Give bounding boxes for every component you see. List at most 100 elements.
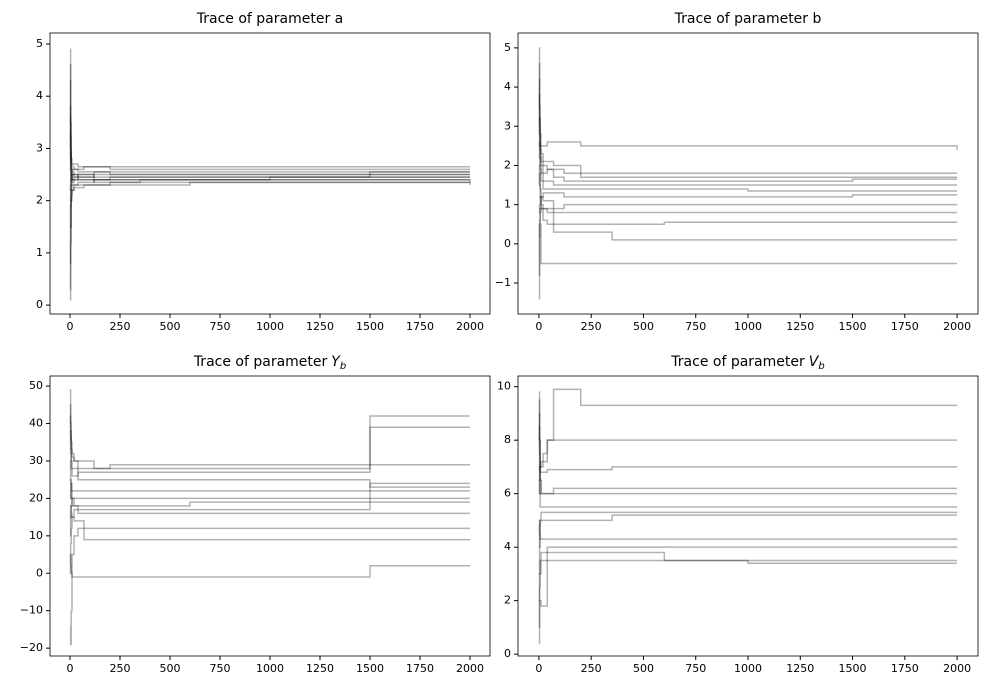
x-tick-label: 1000 bbox=[256, 662, 284, 675]
trace-line bbox=[69, 415, 470, 477]
x-tick-label: 1250 bbox=[306, 320, 334, 333]
y-tick-label: 30 bbox=[29, 454, 43, 467]
plot-area bbox=[69, 48, 471, 301]
title-subscript: b bbox=[340, 361, 346, 372]
subplot-title: Trace of parameter Yb bbox=[193, 354, 346, 372]
y-tick-label: 6 bbox=[504, 487, 511, 500]
trace-line bbox=[69, 179, 471, 301]
subplot: 0 250 500 750 1000 1250 1500 1750 2000 −20 −10 0 10 2… bbox=[20, 354, 491, 675]
x-tick-label: 500 bbox=[160, 662, 181, 675]
trace-line bbox=[538, 551, 958, 602]
x-tick-label: 750 bbox=[210, 662, 231, 675]
trace-line bbox=[538, 388, 958, 468]
trace-line bbox=[538, 466, 958, 508]
trace-line bbox=[538, 117, 958, 175]
x-tick-label: 0 bbox=[535, 320, 542, 333]
trace-line bbox=[69, 415, 470, 470]
trace-line bbox=[538, 546, 958, 645]
y-tick-label: 20 bbox=[29, 491, 43, 504]
y-tick-label: 3 bbox=[36, 141, 43, 154]
trace-line bbox=[538, 514, 958, 575]
trace-line bbox=[538, 511, 958, 548]
y-tick-label: 2 bbox=[36, 194, 43, 207]
x-tick-label: 1750 bbox=[891, 320, 919, 333]
trace-line bbox=[538, 78, 958, 186]
trace-line bbox=[69, 482, 470, 575]
trace-line bbox=[538, 439, 958, 495]
y-tick-label: 4 bbox=[504, 80, 511, 93]
trace-line bbox=[538, 62, 958, 182]
axes-frame bbox=[49, 375, 491, 657]
x-tick-label: 250 bbox=[581, 320, 602, 333]
x-tick-label: 2000 bbox=[456, 662, 484, 675]
trace-line bbox=[69, 64, 470, 168]
trace-line bbox=[69, 478, 470, 507]
title-text: Trace of parameter b bbox=[674, 11, 822, 27]
y-tick-label: 2 bbox=[504, 594, 511, 607]
x-tick-label: 1750 bbox=[406, 320, 434, 333]
title-text: Trace of parameter bbox=[193, 354, 328, 370]
y-tick-label: 50 bbox=[29, 379, 43, 392]
trace-line bbox=[69, 527, 470, 646]
x-tick-label: 2000 bbox=[456, 320, 484, 333]
y-tick-label: 2 bbox=[504, 158, 511, 171]
x-tick-label: 750 bbox=[685, 320, 706, 333]
x-tick-label: 1750 bbox=[406, 662, 434, 675]
trace-line bbox=[538, 426, 958, 474]
axes-frame bbox=[517, 375, 979, 657]
trace-line bbox=[538, 519, 958, 540]
x-tick-label: 750 bbox=[685, 662, 706, 675]
trace-line bbox=[69, 152, 470, 184]
x-tick-label: 1500 bbox=[356, 662, 384, 675]
trace-line bbox=[69, 404, 470, 488]
y-tick-label: 3 bbox=[504, 119, 511, 132]
trace-line bbox=[69, 105, 470, 171]
title-subscript: b bbox=[818, 361, 824, 372]
trace-line bbox=[69, 482, 470, 500]
x-tick-label: 250 bbox=[110, 662, 131, 675]
trace-line bbox=[69, 116, 470, 184]
subplot-title: Trace of parameter b bbox=[674, 11, 822, 27]
trace-line bbox=[538, 141, 958, 192]
trace-line bbox=[69, 389, 470, 470]
trace-line bbox=[538, 47, 958, 150]
trace-line bbox=[69, 181, 470, 291]
x-tick-label: 0 bbox=[67, 662, 74, 675]
y-tick-label: 0 bbox=[504, 237, 511, 250]
trace-line bbox=[69, 505, 470, 541]
y-tick-label: −1 bbox=[495, 276, 511, 289]
x-tick-label: 1000 bbox=[734, 320, 762, 333]
y-tick-label: 1 bbox=[36, 246, 43, 259]
y-tick-label: −20 bbox=[20, 641, 43, 654]
y-tick-label: 10 bbox=[29, 529, 43, 542]
x-tick-label: 1250 bbox=[786, 662, 814, 675]
x-tick-label: 500 bbox=[633, 320, 654, 333]
trace-line bbox=[69, 497, 470, 537]
trace-line bbox=[69, 48, 470, 181]
trace-line bbox=[538, 399, 958, 495]
y-tick-label: 5 bbox=[504, 41, 511, 54]
trace-line bbox=[538, 94, 958, 178]
trace-line bbox=[69, 168, 470, 265]
y-tick-label: 5 bbox=[36, 37, 43, 50]
trace-line bbox=[69, 553, 470, 578]
x-tick-label: 1000 bbox=[734, 662, 762, 675]
x-tick-label: 2000 bbox=[943, 320, 971, 333]
trace-line bbox=[538, 207, 958, 237]
trace-line bbox=[538, 412, 958, 495]
subplot-title: Trace of parameter Vb bbox=[670, 354, 824, 372]
trace-line bbox=[69, 171, 470, 202]
trace-line bbox=[69, 132, 470, 191]
subplot: 0 250 500 750 1000 1250 1500 1750 2000 0 1 2 3 4 5 Trac… bbox=[36, 11, 491, 333]
subplot: 0 250 500 750 1000 1250 1500 1750 2000 0 2 4 6 8 10 Tra… bbox=[497, 354, 979, 675]
title-symbol: Y bbox=[331, 354, 341, 370]
trace-line bbox=[538, 172, 958, 241]
x-tick-label: 1500 bbox=[839, 662, 867, 675]
x-tick-label: 1250 bbox=[306, 662, 334, 675]
y-tick-label: 1 bbox=[504, 198, 511, 211]
x-tick-label: 1500 bbox=[839, 320, 867, 333]
y-tick-label: 10 bbox=[497, 380, 511, 393]
y-tick-label: 0 bbox=[36, 566, 43, 579]
y-tick-label: −10 bbox=[20, 604, 43, 617]
